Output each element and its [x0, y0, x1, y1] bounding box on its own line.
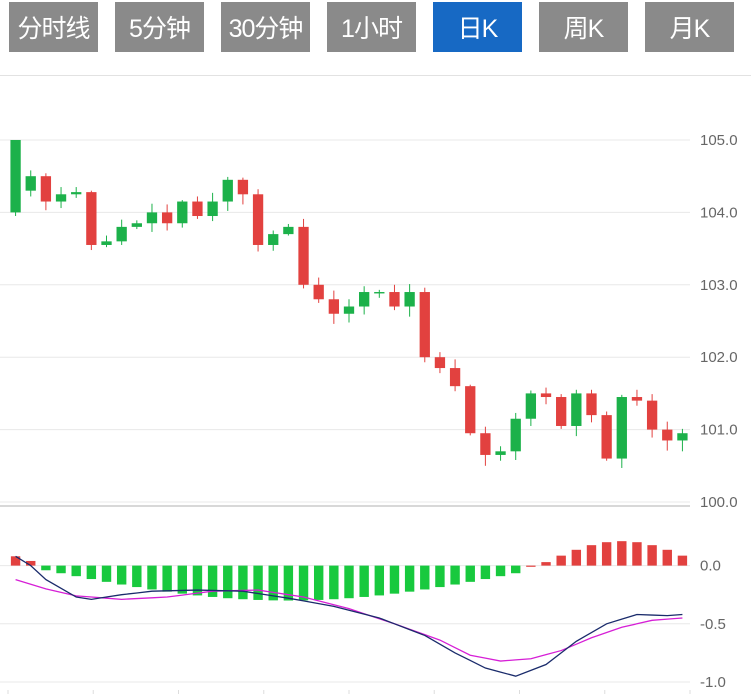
- svg-text:0.0: 0.0: [700, 558, 721, 575]
- svg-text:-1.0: -1.0: [700, 674, 726, 691]
- svg-text:-0.5: -0.5: [700, 616, 726, 633]
